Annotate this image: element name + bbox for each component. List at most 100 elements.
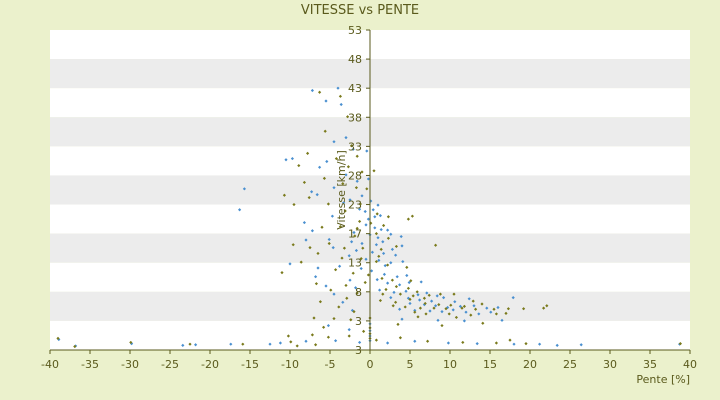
x-tick-label: -15 [241, 358, 259, 371]
data-point [341, 182, 345, 186]
data-point [464, 310, 468, 314]
data-point [398, 307, 402, 311]
y-tick-label: 3 [355, 315, 362, 328]
data-point [406, 286, 410, 290]
data-point [366, 177, 370, 181]
data-point [326, 335, 330, 339]
data-point [360, 170, 364, 174]
data-point [322, 176, 326, 180]
y-tick-label: 8 [355, 286, 362, 299]
data-point [444, 307, 448, 311]
data-point [304, 238, 308, 242]
data-point [394, 253, 398, 257]
data-point [327, 237, 331, 242]
data-point [342, 201, 346, 205]
data-point [378, 214, 382, 218]
x-tick-label: -10 [281, 358, 299, 371]
data-point [290, 156, 294, 161]
data-point [345, 296, 349, 300]
x-tick-label: 40 [683, 358, 697, 371]
data-point [381, 292, 385, 296]
data-point [492, 307, 496, 311]
data-point [332, 140, 336, 144]
data-point [365, 149, 369, 153]
data-point [363, 280, 367, 285]
data-point [331, 246, 335, 250]
x-tick-label: 20 [523, 358, 537, 371]
x-tick-label: -25 [161, 358, 179, 371]
data-point [416, 315, 420, 319]
data-point [370, 269, 374, 273]
data-point [396, 322, 400, 326]
data-point [376, 203, 380, 207]
data-point [308, 246, 312, 250]
data-point [326, 202, 330, 206]
y-tick-label: 38 [348, 111, 362, 124]
data-point [342, 246, 346, 250]
data-point [375, 212, 379, 216]
data-point [332, 316, 336, 321]
data-point [307, 195, 311, 200]
data-point [481, 321, 485, 325]
data-point [408, 301, 412, 306]
data-point [318, 300, 322, 304]
y-tick-label: 33 [348, 140, 362, 153]
y-tick-label: 3 [355, 344, 362, 357]
data-point [347, 334, 351, 338]
data-point [472, 304, 476, 308]
data-point [347, 328, 351, 332]
data-point [366, 217, 370, 221]
data-point [511, 296, 515, 300]
data-point [406, 296, 410, 300]
data-point [383, 264, 387, 268]
data-point [340, 256, 344, 260]
data-point [366, 273, 370, 277]
data-point [390, 247, 394, 251]
data-point [349, 318, 353, 322]
data-point [354, 248, 358, 253]
data-point [130, 342, 134, 346]
data-point [346, 165, 350, 169]
x-tick-labels: -40 -35 -30 -25 -20 -15 -10 -5 0 5 10 15 20 25 30 35 40 [41, 350, 697, 371]
data-point [436, 318, 440, 322]
data-point [334, 268, 338, 272]
data-point [435, 294, 439, 298]
data-point [334, 339, 338, 343]
data-point [494, 312, 498, 316]
data-point [314, 275, 318, 279]
data-point [325, 159, 329, 164]
data-point [242, 187, 246, 191]
x-tick-label: 10 [443, 358, 457, 371]
data-point [389, 296, 393, 300]
data-point [355, 291, 359, 295]
data-point [352, 230, 356, 235]
data-point [360, 194, 364, 198]
data-point [344, 173, 348, 177]
data-point [372, 169, 376, 173]
data-point [373, 226, 377, 230]
x-tick-label: -35 [81, 358, 99, 371]
data-point [358, 219, 362, 224]
data-point [434, 304, 438, 308]
data-point [386, 281, 390, 285]
x-tick-label: 35 [643, 358, 657, 371]
data-point [351, 271, 355, 275]
x-tick-label: 30 [603, 358, 617, 371]
data-point [374, 338, 378, 342]
data-point [522, 307, 526, 311]
data-point [382, 223, 386, 228]
data-point [555, 343, 559, 347]
data-point [314, 343, 318, 347]
data-point [390, 278, 394, 282]
x-tick-label: 5 [407, 358, 414, 371]
data-point [416, 293, 420, 297]
data-point [358, 207, 362, 211]
data-point [381, 240, 385, 244]
data-point [363, 209, 367, 214]
data-point [292, 202, 296, 207]
data-point [386, 341, 390, 345]
data-point [413, 339, 417, 343]
data-point [310, 190, 314, 194]
data-point [355, 179, 359, 183]
y-tick-label: 48 [348, 53, 362, 66]
